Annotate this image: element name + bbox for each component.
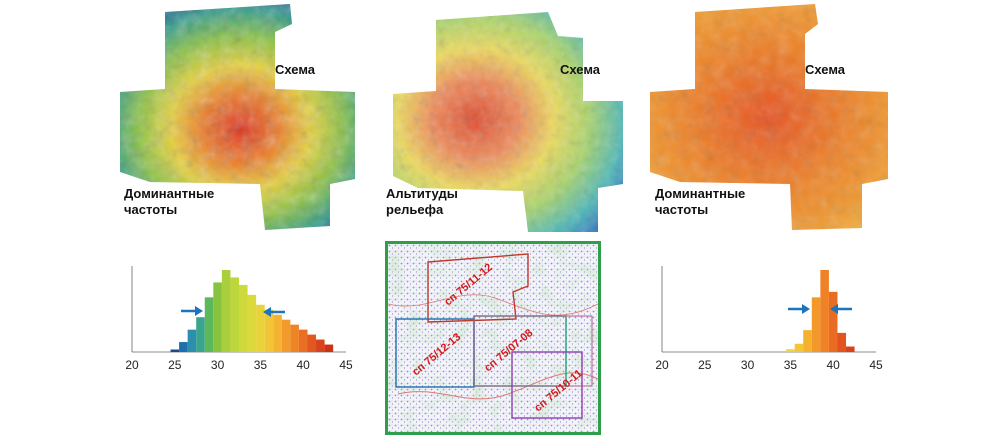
histogram-bar bbox=[298, 329, 308, 352]
histogram-bar bbox=[811, 297, 821, 352]
histogram-bar bbox=[187, 329, 197, 352]
x-tick-label: 25 bbox=[698, 358, 712, 372]
histogram-bar bbox=[290, 324, 299, 352]
topographic-map: сп 75/11-12 сп 75/12-13 сп 75/07-08 сп 7… bbox=[388, 244, 598, 432]
histogram-bar bbox=[803, 330, 812, 352]
histogram-bar bbox=[273, 314, 282, 352]
histogram-bar bbox=[221, 270, 231, 352]
x-tick-label: 20 bbox=[125, 358, 139, 372]
caption-middle: Альтитуды рельефа bbox=[386, 186, 458, 218]
histogram-right bbox=[661, 266, 876, 353]
histogram-bar bbox=[213, 282, 222, 352]
arrow-right-icon bbox=[181, 306, 203, 316]
region-outline-75-10-11 bbox=[511, 351, 583, 419]
region-outline-75-11-12 bbox=[427, 253, 529, 323]
histogram-bar bbox=[786, 349, 795, 352]
histogram-bar bbox=[324, 344, 334, 352]
schema-label-left: Схема bbox=[275, 62, 316, 77]
arrow-right-icon bbox=[788, 304, 810, 314]
histogram-bar bbox=[316, 339, 325, 352]
histogram-bar bbox=[179, 342, 188, 352]
x-tick-label: 45 bbox=[339, 358, 353, 372]
relief-altitude-map-middle bbox=[393, 12, 623, 232]
x-tick-label: 40 bbox=[826, 358, 840, 372]
schema-label-middle: Схема bbox=[560, 62, 601, 77]
caption-right-line1: Доминантные bbox=[655, 186, 746, 201]
histogram-bar bbox=[196, 317, 205, 352]
x-tick-label: 30 bbox=[210, 358, 225, 372]
region-outline-75-07-08-outer bbox=[473, 315, 593, 387]
histogram-bar bbox=[264, 309, 274, 352]
histogram-bar bbox=[828, 291, 838, 352]
histogram-bar bbox=[256, 304, 265, 352]
caption-right-line2: частоты bbox=[655, 202, 709, 217]
histogram-left bbox=[131, 266, 346, 353]
x-tick-label: 40 bbox=[296, 358, 310, 372]
caption-middle-line1: Альтитуды bbox=[386, 186, 458, 201]
caption-right: Доминантные частоты bbox=[655, 186, 745, 218]
histogram-bar bbox=[247, 294, 257, 352]
arrow-left-icon bbox=[263, 307, 285, 317]
x-tick-label: 45 bbox=[869, 358, 883, 372]
histogram-bar bbox=[837, 332, 847, 352]
x-tick-label: 25 bbox=[168, 358, 182, 372]
dominant-frequency-map-left bbox=[120, 4, 355, 230]
caption-middle-line2: рельефа bbox=[386, 202, 444, 217]
x-tick-label: 20 bbox=[655, 358, 669, 372]
x-tick-label: 35 bbox=[253, 358, 268, 372]
topographic-map-frame: сп 75/11-12 сп 75/12-13 сп 75/07-08 сп 7… bbox=[385, 241, 601, 435]
arrow-left-icon bbox=[830, 304, 852, 314]
schema-label-right: Схема bbox=[805, 62, 846, 77]
dominant-frequency-map-right bbox=[650, 4, 888, 230]
caption-left-line2: частоты bbox=[124, 202, 178, 217]
histogram-bar bbox=[281, 319, 291, 352]
histogram-bar bbox=[820, 270, 829, 352]
histogram-bar bbox=[204, 297, 214, 352]
histogram-bar bbox=[794, 343, 804, 352]
x-tick-label: 30 bbox=[740, 358, 755, 372]
histogram-bar bbox=[846, 346, 855, 352]
histogram-bar bbox=[239, 284, 248, 352]
histogram-bar bbox=[307, 334, 317, 352]
histogram-bar bbox=[230, 277, 239, 352]
caption-left-line1: Доминантные bbox=[124, 186, 215, 201]
caption-left: Доминантные частоты bbox=[124, 186, 214, 218]
x-tick-label: 35 bbox=[783, 358, 798, 372]
histogram-bar bbox=[170, 349, 180, 352]
